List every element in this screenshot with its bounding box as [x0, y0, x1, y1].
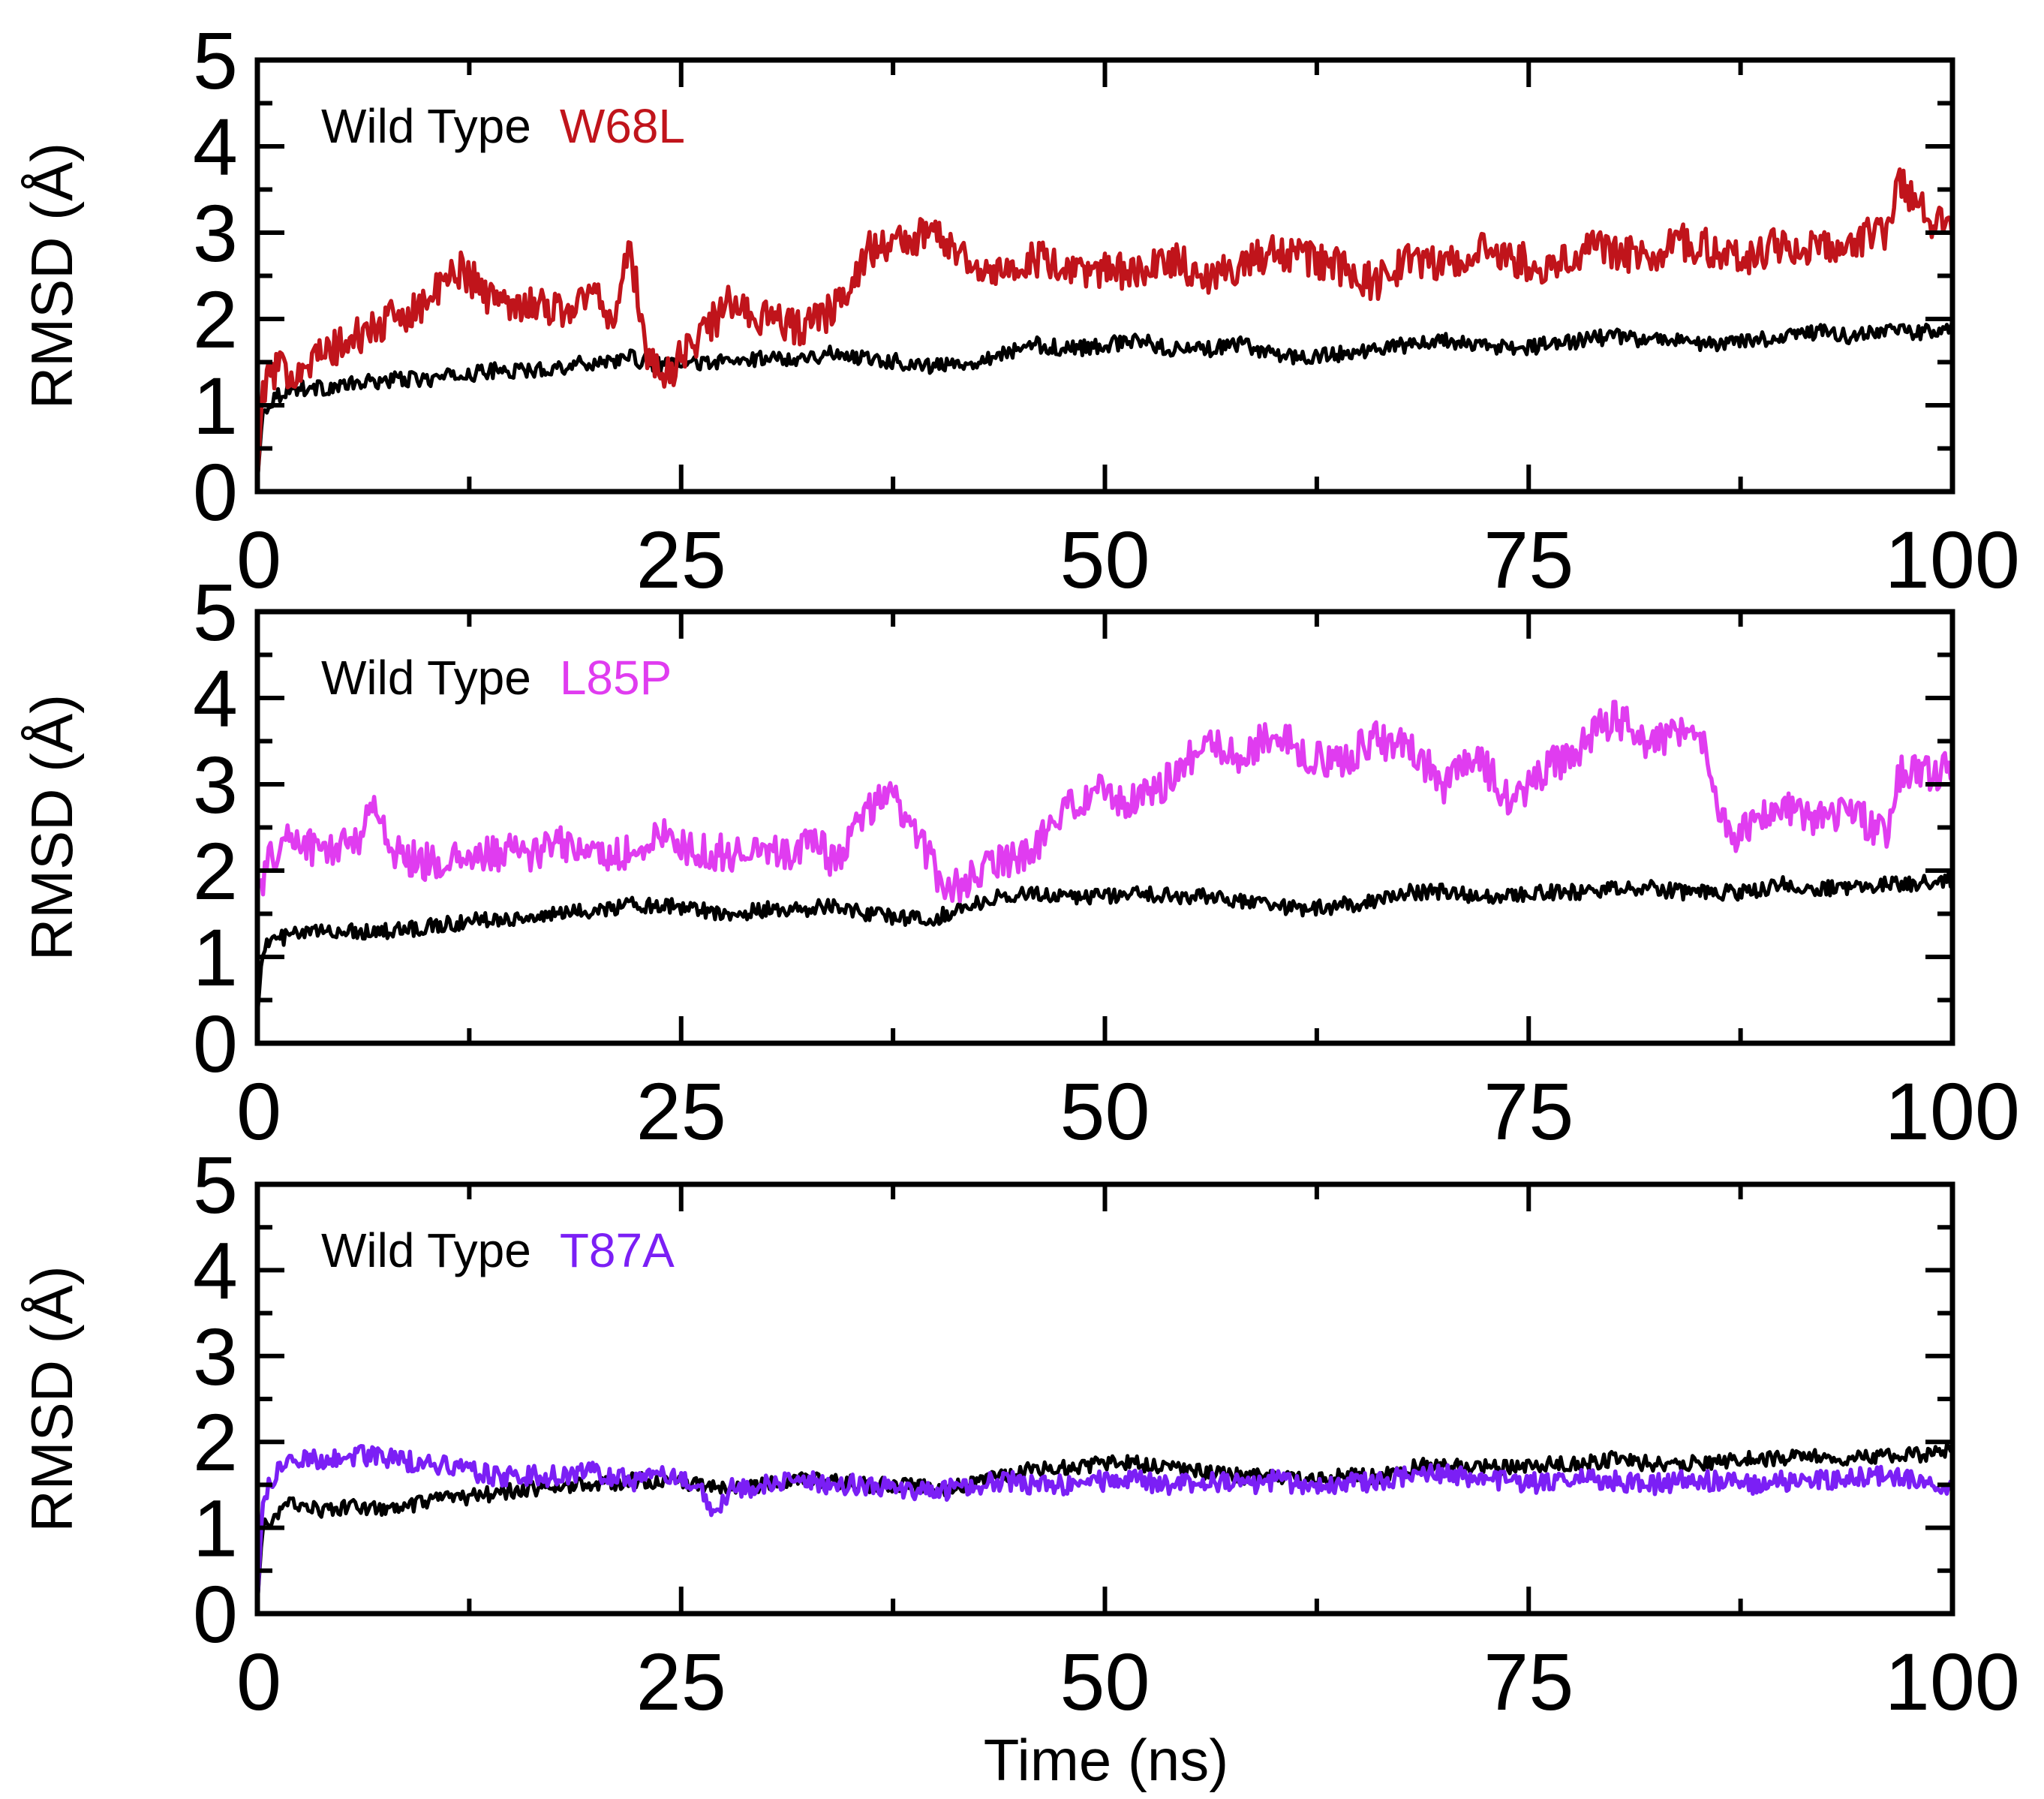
x-tick-label: 75 — [1483, 1066, 1574, 1157]
y-tick-label: 1 — [193, 1483, 238, 1574]
y-tick-label: 2 — [193, 274, 238, 365]
y-tick-label: 3 — [193, 1311, 238, 1402]
series-line-w68l — [255, 167, 1955, 483]
y-tick-label: 1 — [193, 912, 238, 1003]
y-axis-title: RMSD (Å) — [19, 143, 85, 409]
legend: Wild Type T87A — [321, 1223, 675, 1277]
series-line-l85p — [255, 699, 1955, 904]
x-axis-title: Time (ns) — [984, 1727, 1228, 1793]
x-tick-label: 75 — [1483, 1636, 1574, 1727]
legend-entry-w68l: W68L — [560, 99, 685, 153]
x-tick-label: 25 — [636, 514, 726, 605]
y-tick-label: 0 — [193, 998, 238, 1089]
x-tick-label: 100 — [1885, 514, 2020, 605]
x-tick-label: 50 — [1060, 1066, 1150, 1157]
y-tick-label: 5 — [193, 567, 238, 657]
legend-entry-wild-type: Wild Type — [321, 651, 531, 705]
y-tick-label: 0 — [193, 1569, 238, 1659]
series-line-wild-type — [255, 320, 1955, 483]
x-tick-label: 0 — [236, 1066, 281, 1157]
x-tick-label: 25 — [636, 1636, 726, 1727]
legend: Wild Type W68L — [321, 99, 685, 153]
y-tick-label: 3 — [193, 188, 238, 278]
x-tick-label: 0 — [236, 514, 281, 605]
y-tick-label: 5 — [193, 1139, 238, 1230]
legend-entry-t87a: T87A — [560, 1223, 675, 1277]
y-tick-label: 4 — [193, 653, 238, 744]
x-tick-label: 100 — [1885, 1636, 2020, 1727]
legend-entry-l85p: L85P — [560, 651, 672, 705]
x-tick-label: 0 — [236, 1636, 281, 1727]
x-tick-label: 25 — [636, 1066, 726, 1157]
series-line-t87a — [255, 1444, 1955, 1605]
y-tick-label: 4 — [193, 1225, 238, 1316]
legend-entry-wild-type: Wild Type — [321, 99, 531, 153]
x-tick-label: 50 — [1060, 514, 1150, 605]
legend-entry-wild-type: Wild Type — [321, 1223, 531, 1277]
y-tick-label: 1 — [193, 360, 238, 451]
y-axis-title: RMSD (Å) — [19, 694, 85, 961]
x-tick-label: 100 — [1885, 1066, 2020, 1157]
y-tick-label: 3 — [193, 739, 238, 830]
y-tick-label: 2 — [193, 1397, 238, 1488]
y-tick-label: 4 — [193, 101, 238, 192]
y-tick-label: 0 — [193, 447, 238, 537]
y-tick-label: 2 — [193, 826, 238, 916]
x-tick-label: 75 — [1483, 514, 1574, 605]
legend: Wild Type L85P — [321, 651, 672, 705]
series-line-wild-type — [255, 870, 1955, 1018]
y-tick-label: 5 — [193, 15, 238, 106]
y-axis-title: RMSD (Å) — [19, 1265, 85, 1532]
x-tick-label: 50 — [1060, 1636, 1150, 1727]
